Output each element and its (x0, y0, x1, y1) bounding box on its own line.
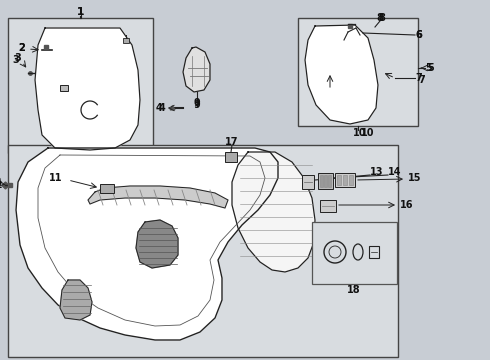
Bar (100, 184, 114, 193)
Text: 7: 7 (418, 75, 425, 85)
Text: 17: 17 (225, 137, 239, 147)
Bar (343, 175, 347, 185)
Bar (320, 200, 336, 212)
Text: 2: 2 (19, 43, 25, 53)
Text: 9: 9 (194, 100, 200, 110)
Bar (8, 18, 153, 153)
Polygon shape (60, 280, 92, 320)
Text: 4: 4 (155, 103, 162, 113)
Bar (337, 175, 341, 185)
Text: 6: 6 (415, 30, 422, 40)
Text: 9: 9 (194, 98, 200, 108)
Text: 15: 15 (408, 173, 421, 183)
Bar (335, 173, 355, 187)
Bar (324, 175, 327, 187)
Text: 14: 14 (388, 167, 401, 177)
Text: 18: 18 (347, 285, 361, 295)
Bar (318, 173, 333, 189)
Text: 5: 5 (425, 63, 432, 73)
Text: 8: 8 (376, 13, 384, 23)
Bar (60, 85, 68, 91)
Text: 13: 13 (370, 167, 384, 177)
Bar (369, 246, 379, 258)
Bar (349, 175, 353, 185)
Bar (123, 38, 129, 43)
Text: 3: 3 (13, 55, 20, 65)
Polygon shape (136, 220, 178, 268)
Polygon shape (35, 28, 140, 150)
Text: 3: 3 (15, 53, 22, 63)
Text: 2: 2 (19, 43, 25, 53)
Bar (302, 175, 314, 189)
Bar (312, 222, 397, 284)
Text: 5: 5 (427, 63, 434, 73)
Text: 16: 16 (400, 200, 414, 210)
Bar (8, 145, 398, 357)
Text: 4: 4 (158, 103, 165, 113)
Text: 7: 7 (415, 73, 422, 83)
Polygon shape (183, 47, 210, 92)
Polygon shape (88, 186, 228, 208)
Text: 1: 1 (76, 7, 84, 17)
Bar (320, 175, 323, 187)
Text: 10: 10 (353, 128, 367, 138)
Polygon shape (305, 25, 378, 124)
Bar (328, 175, 331, 187)
Text: 12: 12 (0, 177, 2, 187)
Bar (225, 152, 237, 162)
Text: 6: 6 (415, 30, 422, 40)
Polygon shape (16, 148, 278, 340)
Text: 8: 8 (379, 13, 386, 23)
Bar (298, 18, 418, 126)
Text: 12: 12 (0, 180, 3, 190)
Text: 1: 1 (77, 7, 84, 17)
Text: 10: 10 (361, 128, 375, 138)
Text: 11: 11 (49, 173, 62, 183)
Polygon shape (232, 152, 315, 272)
